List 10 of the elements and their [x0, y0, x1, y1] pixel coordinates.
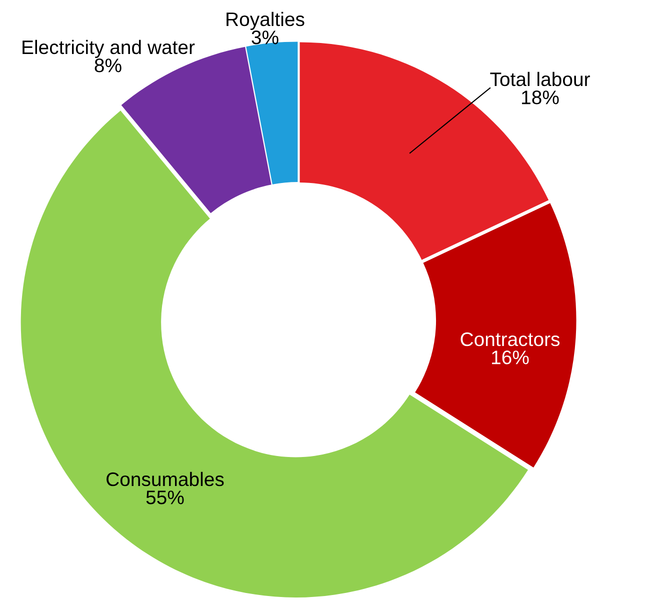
data-label: 3% [252, 30, 278, 44]
data-label: 55% [146, 490, 184, 504]
data-label: 18% [522, 90, 559, 104]
slice-label: Royalties [226, 12, 304, 30]
slice-label: Total labour [490, 72, 590, 86]
data-label: 16% [492, 350, 529, 364]
data-label: 8% [94, 58, 122, 72]
slice-label: Contractors [460, 332, 560, 346]
slice-label: Consumables [106, 472, 224, 486]
slice-label: Electricity and water [22, 40, 195, 58]
